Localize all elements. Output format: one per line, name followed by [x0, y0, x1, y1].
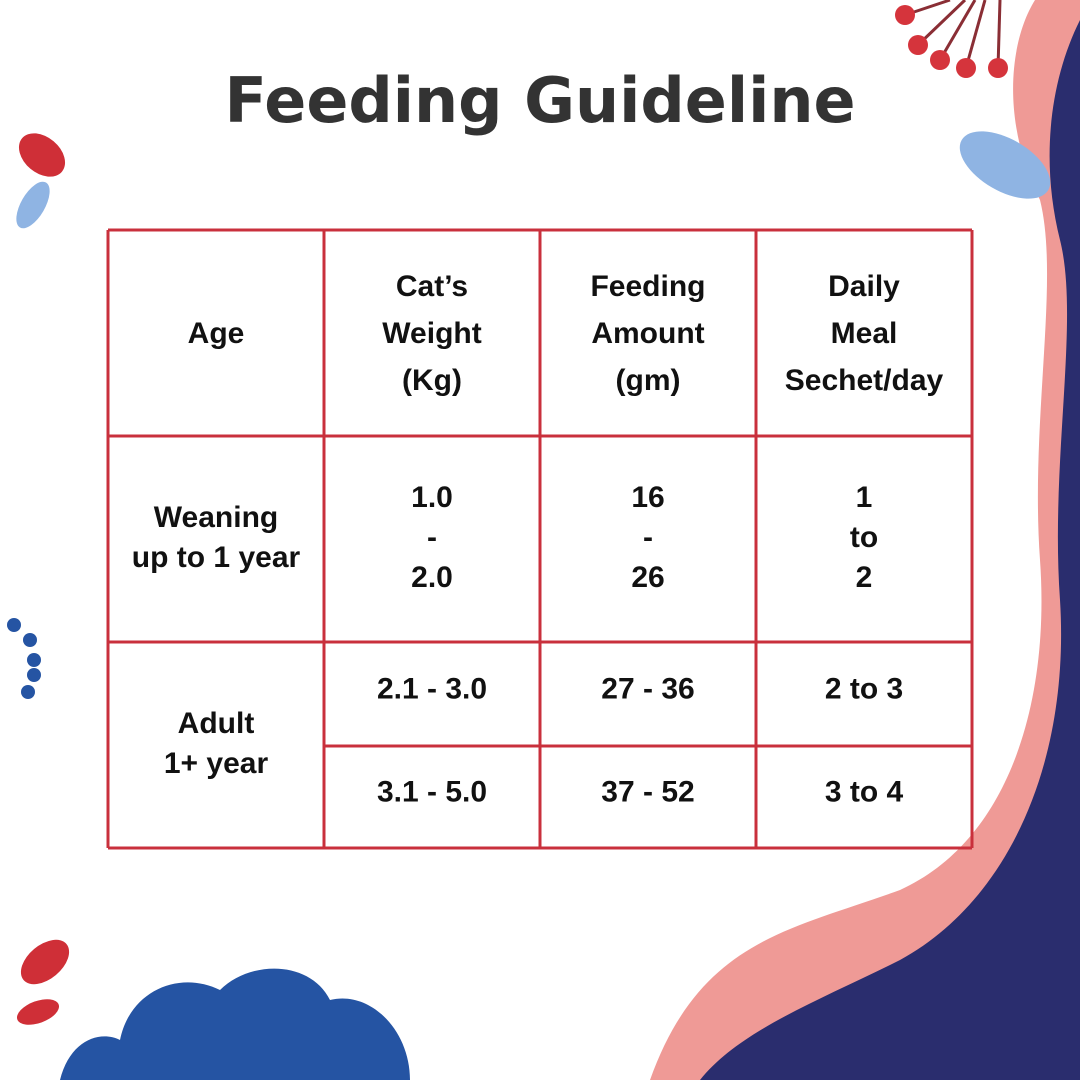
header-cell: Cat’s [396, 270, 468, 303]
table-cell: 16 [631, 481, 664, 514]
table-cell: 2.0 [411, 561, 453, 594]
header-cell: Sechet/day [785, 364, 944, 397]
header-cell: Meal [831, 317, 898, 350]
age-cell: Weaning [154, 501, 278, 534]
table-cell: 3.1 - 5.0 [377, 775, 487, 808]
age-cell: 1+ year [164, 747, 269, 780]
header-cell: Amount [591, 317, 704, 350]
table-cell: 26 [631, 561, 664, 594]
table-cell: 27 - 36 [601, 672, 694, 705]
table-cell: 2.1 - 3.0 [377, 672, 487, 705]
table-cell: 3 to 4 [825, 775, 904, 808]
table-cell: 1.0 [411, 481, 453, 514]
title: Feeding Guideline [224, 64, 855, 137]
header-cell: (gm) [616, 364, 681, 397]
table-cell: - [427, 521, 437, 554]
table-cell: 1 [856, 481, 873, 514]
table-cell: 37 - 52 [601, 775, 694, 808]
decoration [7, 0, 1080, 1080]
age-cell: up to 1 year [132, 541, 301, 574]
header-cell: Feeding [590, 270, 705, 303]
header-cell: (Kg) [402, 364, 462, 397]
header-cell: Weight [382, 317, 481, 350]
table-grid [106, 228, 974, 850]
header-cell: Daily [828, 270, 900, 303]
table-cell: 2 to 3 [825, 672, 903, 705]
table-cell: to [850, 521, 878, 554]
table-cell: 2 [856, 561, 873, 594]
table-cell: - [643, 521, 653, 554]
header-cell: Age [188, 317, 245, 350]
age-cell: Adult [178, 707, 255, 740]
